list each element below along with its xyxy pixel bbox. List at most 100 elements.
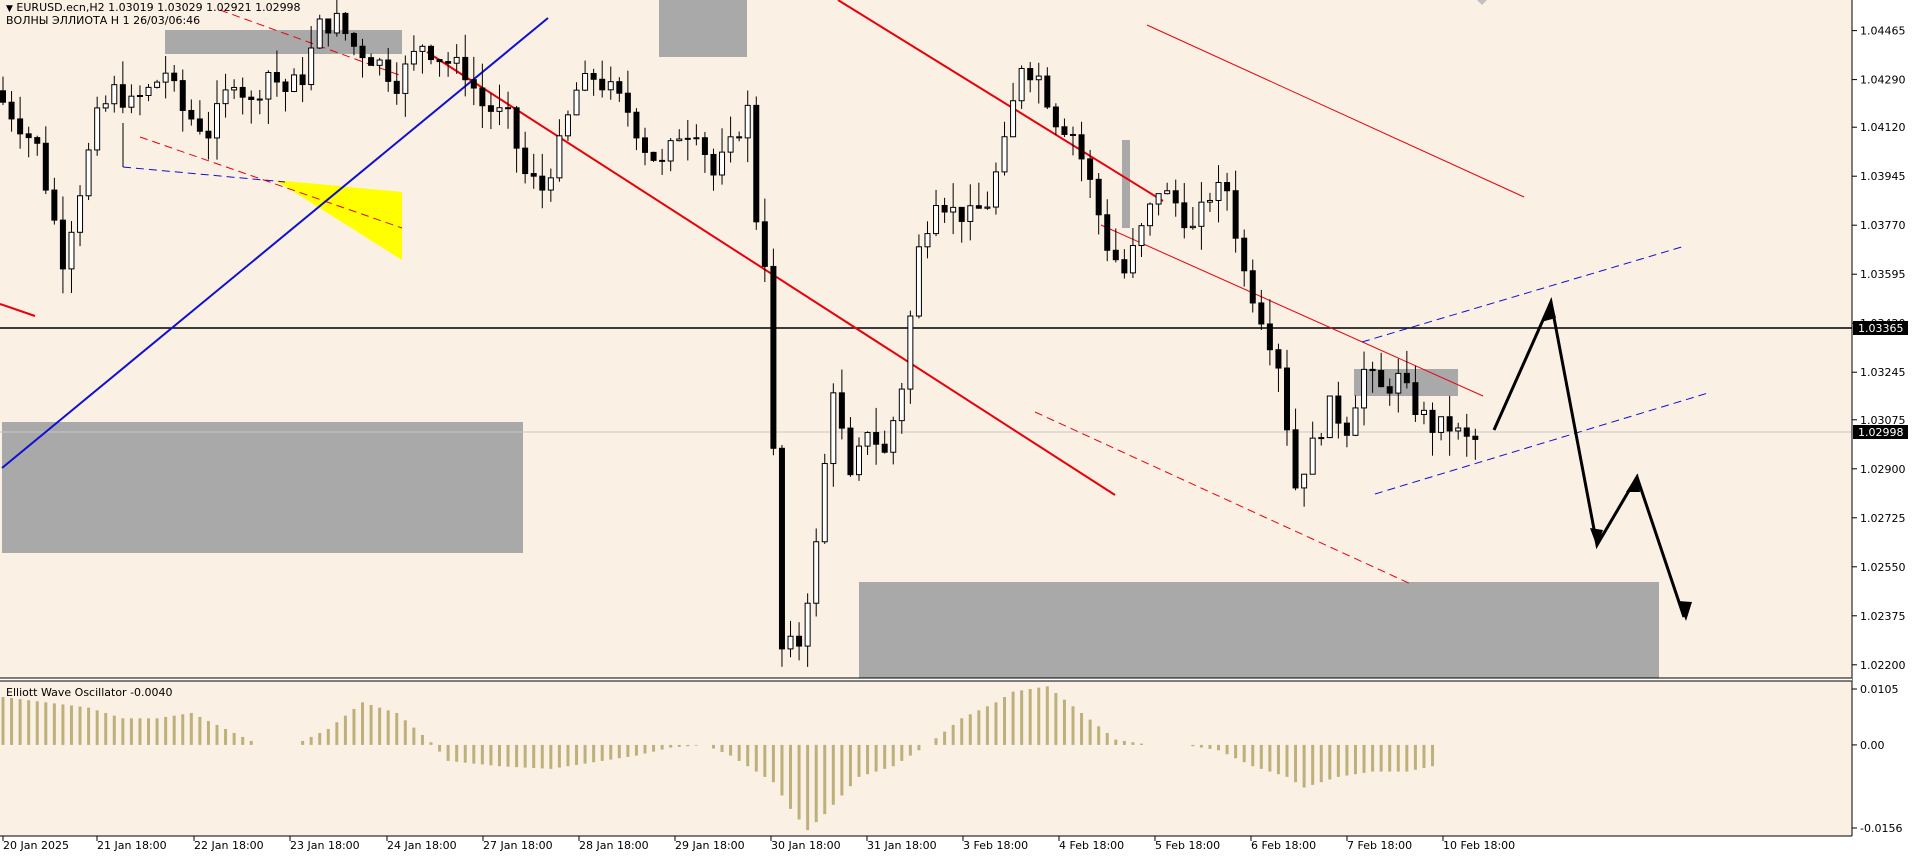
- candle-body: [667, 140, 674, 162]
- forecast-path: [1492, 297, 1692, 621]
- candle-body: [68, 231, 75, 270]
- price-tick-label: 1.02375: [1860, 610, 1906, 623]
- candle-body: [282, 81, 289, 92]
- candle-body: [1147, 203, 1154, 227]
- candle-body: [1275, 349, 1282, 369]
- candle-body: [51, 189, 58, 221]
- candle-body: [958, 206, 965, 222]
- candle-body: [1455, 427, 1462, 432]
- candle-body: [205, 130, 212, 139]
- oscillator-label: Elliott Wave Oscillator -0.0040: [6, 686, 173, 699]
- candle-body: [522, 147, 529, 175]
- zone-top-middle: [659, 0, 747, 57]
- candle-body: [753, 104, 760, 223]
- red-dashed-mid-left: [139, 136, 403, 229]
- symbol-info: ▼ EURUSD.ecn,H2 1.03019 1.03029 1.02921 …: [6, 1, 301, 16]
- arrowhead-1: [1541, 298, 1556, 322]
- candle-body: [273, 72, 280, 83]
- candle-body: [1087, 158, 1094, 180]
- price-tick-label: 1.02725: [1860, 512, 1906, 525]
- candle-body: [154, 81, 161, 88]
- blue-dashed-left: [122, 166, 286, 183]
- trend-lines: [0, 0, 1709, 586]
- price-tick-label: 1.02550: [1860, 561, 1906, 574]
- candle-body: [248, 96, 255, 100]
- time-tick-label: 23 Jan 18:00: [290, 839, 360, 852]
- candle-body: [188, 109, 195, 120]
- candle-body: [17, 118, 24, 135]
- candle-body: [325, 18, 332, 34]
- candle-body: [445, 61, 452, 64]
- candle-body: [410, 50, 417, 65]
- candle-body: [299, 74, 306, 86]
- candle-body: [222, 89, 229, 105]
- candle-body: [873, 432, 880, 445]
- candle-body: [804, 602, 811, 647]
- candle-body: [1215, 182, 1222, 201]
- candle-body: [513, 107, 520, 149]
- candle-body: [1292, 429, 1299, 489]
- price-tick-label: 1.04290: [1860, 74, 1906, 87]
- candle-body: [1070, 133, 1076, 136]
- candle-body: [85, 149, 92, 197]
- candle-body: [787, 635, 794, 650]
- candle-body: [1412, 382, 1419, 415]
- candle-body: [359, 45, 366, 59]
- time-tick-label: 10 Feb 18:00: [1443, 839, 1515, 852]
- candle-body: [505, 107, 512, 110]
- candle-body: [487, 105, 494, 112]
- dropdown-triangle-icon[interactable]: ▼: [6, 4, 13, 14]
- candle-body: [453, 56, 460, 64]
- candle-body: [770, 265, 777, 449]
- candle-body: [256, 98, 263, 101]
- candle-body: [907, 315, 914, 390]
- candle-body: [1095, 178, 1102, 216]
- candle-body: [573, 89, 580, 116]
- candle-body: [342, 12, 349, 35]
- candle-body: [1104, 214, 1111, 251]
- candle-body: [333, 12, 340, 34]
- red-dashed-lower: [1034, 411, 1414, 586]
- candle-body: [393, 80, 400, 94]
- candle-body: [1309, 437, 1316, 475]
- oscillator-bars: [1, 686, 1435, 831]
- candle-body: [1198, 201, 1205, 227]
- candle-body: [1343, 422, 1350, 436]
- candle-body: [1035, 75, 1042, 81]
- candle-body: [898, 388, 905, 422]
- zone-feb4-small: [1122, 140, 1130, 228]
- candle-body: [1301, 473, 1308, 489]
- candle-body: [1129, 245, 1136, 274]
- candle-body: [462, 56, 469, 81]
- candle-body: [547, 177, 554, 191]
- candle-body: [316, 18, 323, 49]
- candle-body: [1001, 136, 1008, 173]
- candle-body: [890, 420, 897, 453]
- candle-body: [633, 111, 640, 139]
- candle-body: [1164, 190, 1171, 195]
- candle-body: [1224, 182, 1231, 192]
- candle-body: [496, 107, 503, 112]
- candle-body: [642, 137, 648, 153]
- candle-body: [616, 81, 623, 94]
- candle-body: [864, 432, 871, 447]
- candle-body: [856, 445, 862, 476]
- red-channel-short-left: [0, 303, 36, 317]
- price-tick-label: 1.03075: [1860, 414, 1906, 427]
- candle-body: [402, 63, 409, 94]
- candle-body: [1189, 225, 1196, 229]
- candle-body: [1472, 435, 1479, 440]
- candle-body: [1352, 407, 1359, 436]
- candle-body: [1155, 193, 1162, 205]
- time-tick-label: 4 Feb 18:00: [1059, 839, 1124, 852]
- candle-body: [291, 74, 298, 92]
- candle-body: [796, 635, 803, 647]
- arrowhead-3: [1626, 474, 1640, 492]
- candle-body: [308, 47, 315, 86]
- oscillator-tick-label: 0.0105: [1860, 683, 1899, 696]
- candle-body: [1172, 190, 1179, 204]
- price-tick-label: 1.03770: [1860, 219, 1906, 232]
- time-tick-label: 6 Feb 18:00: [1251, 839, 1316, 852]
- candle-body: [650, 151, 657, 161]
